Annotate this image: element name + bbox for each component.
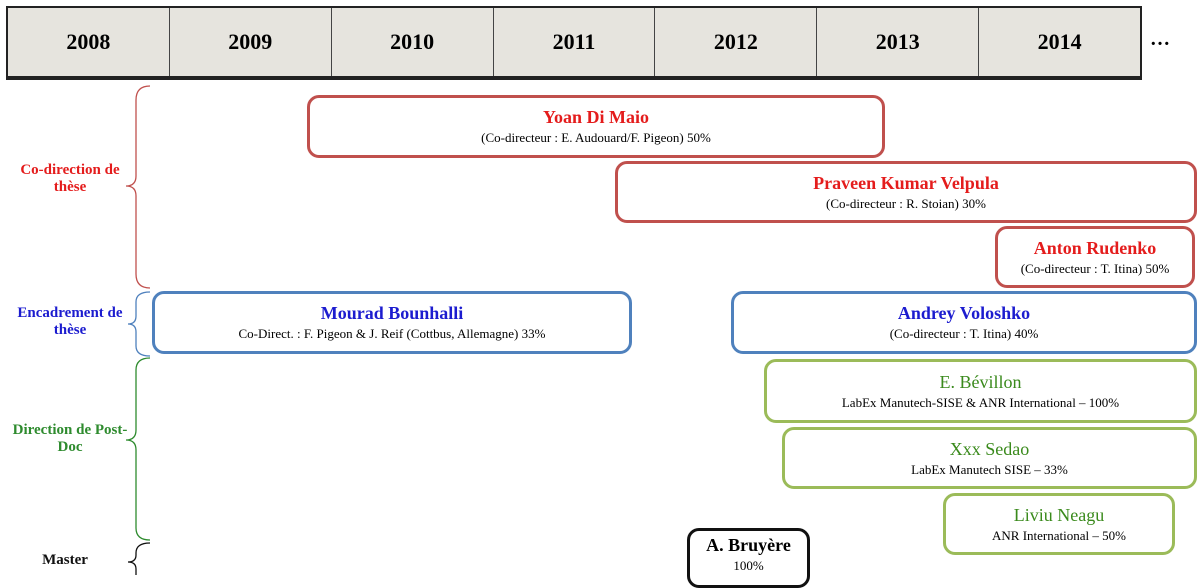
person-box: E. Bévillon LabEx Manutech-SISE & ANR Int…: [764, 359, 1197, 423]
year-cell: 2010: [332, 8, 494, 76]
brace: [127, 542, 151, 575]
person-detail: (Co-directeur : E. Audouard/F. Pigeon) 5…: [481, 130, 711, 145]
year-cell: 2014: [1037, 29, 1082, 54]
person-detail: LabEx Manutech SISE – 33%: [911, 461, 1068, 477]
page: 2008 2009 2010 2011 2012 2013 2014 … Co-direct…: [6, 6, 1197, 588]
person-name: Liviu Neagu: [1013, 504, 1105, 525]
more: …: [1150, 28, 1170, 50]
section-label: Encadrement de thèse: [17, 305, 123, 338]
person-name: Mourad Bounhalli: [320, 303, 464, 323]
person-detail: Co-Direct. : F. Pigeon & J. Reif (Cottbu…: [238, 326, 546, 341]
person-detail: (Co-directeur : T. Itina) 40%: [889, 326, 1039, 341]
person-name: Yoan Di Maio: [542, 107, 649, 127]
person-name: Xxx Sedao: [949, 438, 1030, 459]
person-box: Anton Rudenko (Co-directeur : T. Itina) 5…: [995, 226, 1195, 288]
brace: [125, 85, 151, 289]
year-cell: 2008: [8, 8, 170, 76]
person-box: Andrey Voloshko (Co-directeur : T. Itina)…: [731, 291, 1197, 354]
person-name: Anton Rudenko: [1033, 237, 1157, 258]
year-cell: 2013: [817, 8, 980, 76]
person-detail: (Co-directeur : R. Stoian) 30%: [826, 195, 986, 211]
person-detail: ANR International – 50%: [992, 527, 1126, 543]
person-name: Andrey Voloshko: [897, 303, 1031, 323]
brace: [127, 291, 151, 357]
section-label: Direction de Post-Doc: [12, 422, 128, 455]
person-box: Yoan Di Maio (Co-directeur : E. Audouard/…: [307, 95, 885, 158]
person-detail: 100%: [733, 558, 764, 573]
person-box: Xxx Sedao LabEx Manutech SISE – 33%: [782, 427, 1197, 489]
person-name: Praveen Kumar Velpula: [813, 172, 999, 193]
section-label: Master: [42, 552, 88, 568]
person-name: A. Bruyère: [706, 535, 791, 555]
braces: [125, 85, 151, 575]
person-name: E. Bévillon: [939, 371, 1022, 392]
person-box: Praveen Kumar Velpula (Co-directeur : R. …: [615, 161, 1197, 223]
year-cell: 2011: [494, 8, 656, 76]
person-detail: LabEx Manutech-SISE & ANR International …: [841, 394, 1120, 410]
person-box: A. Bruyère 100%: [687, 528, 810, 588]
person-detail: (Co-directeur : T. Itina) 50%: [1020, 260, 1170, 276]
year-cell: 2012: [655, 8, 818, 76]
person-box: Liviu Neagu ANR International – 50%: [943, 493, 1175, 555]
year-header: 2008 2009 2010 2011 2012 2013 2014: [6, 6, 1142, 80]
section-label: Co-direction de thèse: [20, 162, 120, 195]
brace: [125, 357, 151, 541]
year-cell: 2009: [170, 8, 332, 76]
person-box: Mourad Bounhalli Co-Direct. : F. Pigeon &…: [152, 291, 632, 354]
